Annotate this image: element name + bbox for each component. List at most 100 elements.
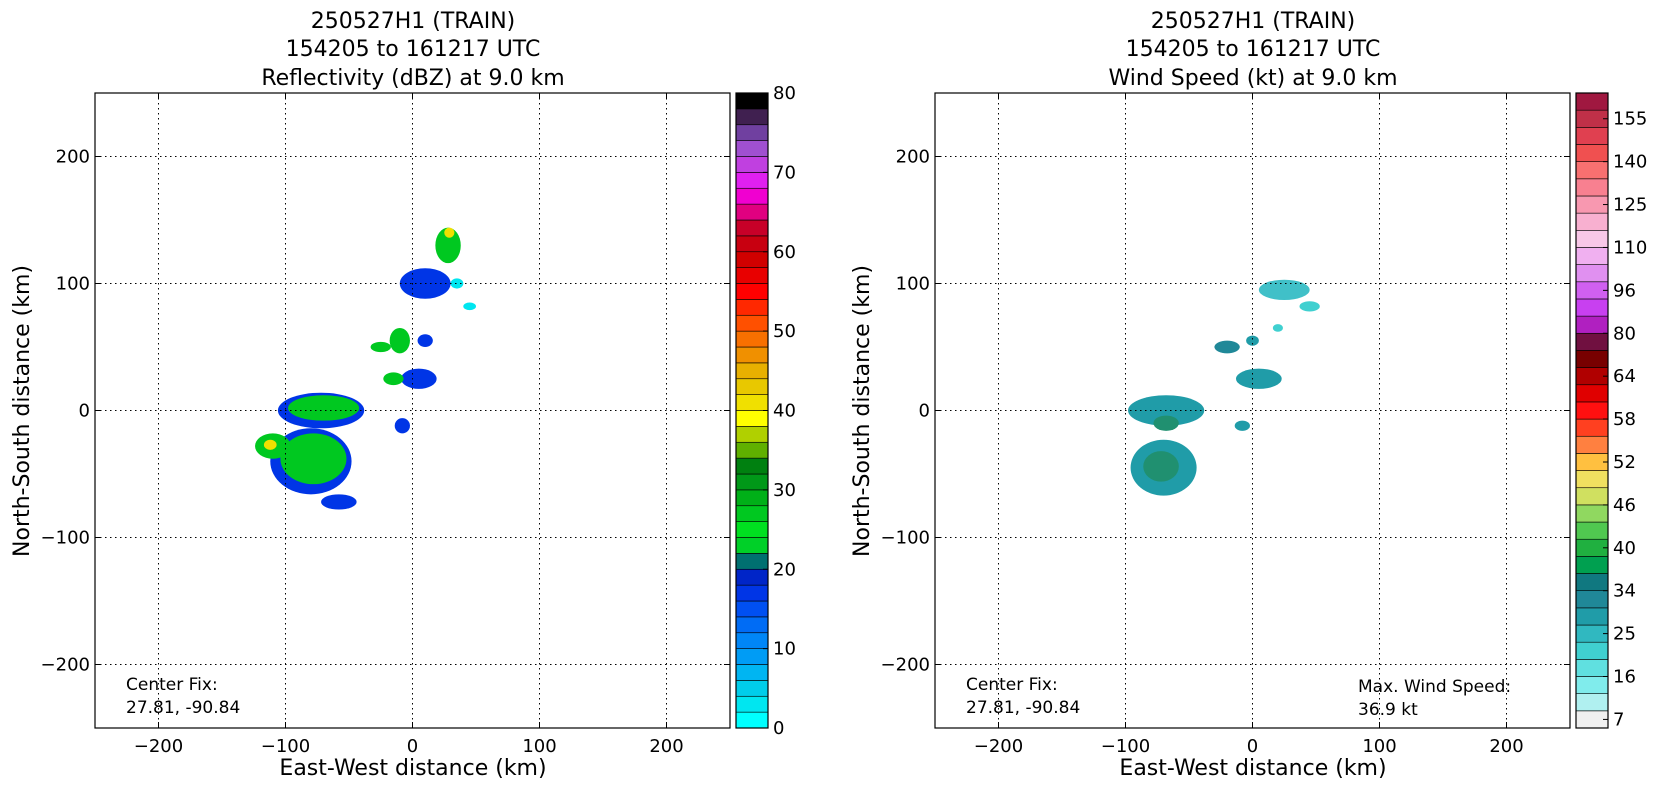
- colorbar-swatch: [1575, 659, 1609, 677]
- colorbar-swatch: [1575, 487, 1609, 506]
- center-fix-value: 27.81, -90.84: [126, 698, 240, 718]
- data-patch: [1299, 301, 1320, 312]
- y-tick-label: 200: [56, 147, 90, 168]
- colorbar-swatch: [1575, 350, 1609, 368]
- colorbar-swatch: [735, 124, 769, 141]
- x-tick-label: 100: [1362, 736, 1396, 757]
- colorbar-tick-label: 30: [773, 480, 796, 501]
- colorbar-swatch: [735, 568, 769, 586]
- colorbar-swatch: [1575, 676, 1609, 694]
- center-fix-label: Center Fix:: [126, 675, 218, 695]
- colorbar-tick-label: 16: [1613, 667, 1636, 688]
- colorbar-tick-label: 40: [1613, 538, 1636, 559]
- data-patch: [435, 227, 461, 264]
- colorbar-tick-label: 64: [1613, 366, 1636, 387]
- colorbar-swatch: [735, 235, 769, 253]
- colorbar-tick-label: 140: [1613, 152, 1647, 173]
- data-patch: [394, 418, 410, 434]
- colorbar-swatch: [1575, 590, 1609, 609]
- y-tick-label: 100: [896, 274, 930, 295]
- colorbar-swatch: [1575, 607, 1609, 626]
- colorbar-swatch: [735, 362, 769, 380]
- x-axis-label: East-West distance (km): [1119, 756, 1386, 781]
- colorbar-swatch: [735, 219, 769, 237]
- x-tick-label: 200: [1489, 736, 1523, 757]
- data-patch: [450, 278, 464, 289]
- plot-area: −200 −100 0 100 200 −200 −100 0 100 200: [881, 92, 1571, 757]
- colorbar-swatch: [735, 203, 769, 221]
- colorbar-swatch: [735, 267, 769, 284]
- y-tick-label: −100: [881, 528, 930, 549]
- data-patch: [444, 227, 455, 238]
- colorbar-tick-label: 20: [773, 559, 796, 580]
- data-patch: [389, 327, 410, 354]
- y-axis-label: North-South distance (km): [10, 265, 35, 557]
- colorbar-swatch: [735, 410, 769, 427]
- colorbar-swatch: [735, 473, 769, 491]
- colorbar-swatch: [735, 378, 769, 395]
- colorbar-swatch: [735, 521, 769, 538]
- colorbar-swatch: [735, 648, 769, 665]
- title-line-1: 250527H1 (TRAIN): [1151, 9, 1356, 34]
- colorbar-swatch: [735, 553, 769, 570]
- title-line-1: 250527H1 (TRAIN): [311, 9, 516, 34]
- data-patch: [1143, 451, 1179, 482]
- x-tick-label: 0: [1247, 736, 1258, 757]
- x-tick-label: 100: [522, 736, 556, 757]
- colorbar-tick-label: 60: [773, 242, 796, 263]
- colorbar-swatch: [1575, 264, 1609, 283]
- y-tick-label: −200: [41, 655, 90, 676]
- colorbar-swatch: [1575, 521, 1609, 540]
- x-tick-label: 200: [649, 736, 683, 757]
- title-line-2: 154205 to 161217 UTC: [1126, 37, 1381, 62]
- y-tick-label: 200: [896, 147, 930, 168]
- colorbar-swatch: [735, 441, 769, 459]
- colorbar-swatch: [1575, 332, 1609, 351]
- data-patch: [288, 395, 360, 421]
- colorbar-swatch: [1575, 384, 1609, 403]
- colorbar-swatch: [735, 92, 769, 110]
- colorbar-swatch: [1575, 127, 1609, 145]
- data-patch: [383, 372, 404, 386]
- colorbar-swatch: [735, 711, 769, 729]
- colorbar-swatch: [735, 664, 769, 681]
- data-patch: [1235, 368, 1282, 389]
- colorbar-swatch: [735, 314, 769, 332]
- colorbar-tick-label: 58: [1613, 409, 1636, 430]
- colorbar-swatch: [735, 299, 769, 316]
- x-tick-label: −100: [1101, 736, 1150, 757]
- max-wind-value: 36.9 kt: [1358, 700, 1418, 720]
- colorbar-swatch: [735, 457, 769, 475]
- colorbar-tick-label: 34: [1613, 581, 1636, 602]
- title-line-3: Wind Speed (kt) at 9.0 km: [1108, 66, 1397, 91]
- colorbar-swatch: [735, 108, 769, 126]
- max-wind-label: Max. Wind Speed:: [1358, 677, 1511, 697]
- colorbar: 7 16 25 34 40 46 52 58 64 80 96 110 125 140 155: [1575, 92, 1647, 730]
- colorbar-tick-label: 155: [1613, 109, 1647, 130]
- wind-speed-panel: 250527H1 (TRAIN) 154205 to 161217 UTC Wi…: [850, 9, 1647, 781]
- colorbar-swatch: [1575, 556, 1609, 574]
- colorbar-tick-label: 80: [773, 83, 796, 104]
- colorbar: 0 10 20 30 40 50 60 70 80: [735, 83, 796, 739]
- data-patch: [1153, 415, 1179, 431]
- x-tick-label: −100: [261, 736, 310, 757]
- colorbar-swatch: [735, 394, 769, 411]
- data-patch: [280, 433, 347, 485]
- colorbar-tick-label: 125: [1613, 195, 1647, 216]
- data-patch: [417, 334, 433, 347]
- colorbar-tick-label: 46: [1613, 495, 1636, 516]
- colorbar-swatch: [1575, 641, 1609, 660]
- colorbar-swatch: [1575, 470, 1609, 489]
- plot-area: −200 −100 0 100 200 −200 −100 0 100 200: [41, 92, 731, 757]
- colorbar-tick-label: 0: [773, 718, 784, 739]
- center-fix-label: Center Fix:: [966, 675, 1058, 695]
- colorbar-tick-label: 110: [1613, 237, 1647, 258]
- colorbar-swatch: [735, 695, 769, 713]
- x-tick-label: −200: [134, 736, 183, 757]
- colorbar-swatch: [1575, 435, 1609, 454]
- colorbar-swatch: [735, 632, 769, 649]
- data-patch: [1234, 420, 1250, 431]
- y-tick-label: 0: [919, 401, 930, 422]
- colorbar-swatch: [735, 680, 769, 697]
